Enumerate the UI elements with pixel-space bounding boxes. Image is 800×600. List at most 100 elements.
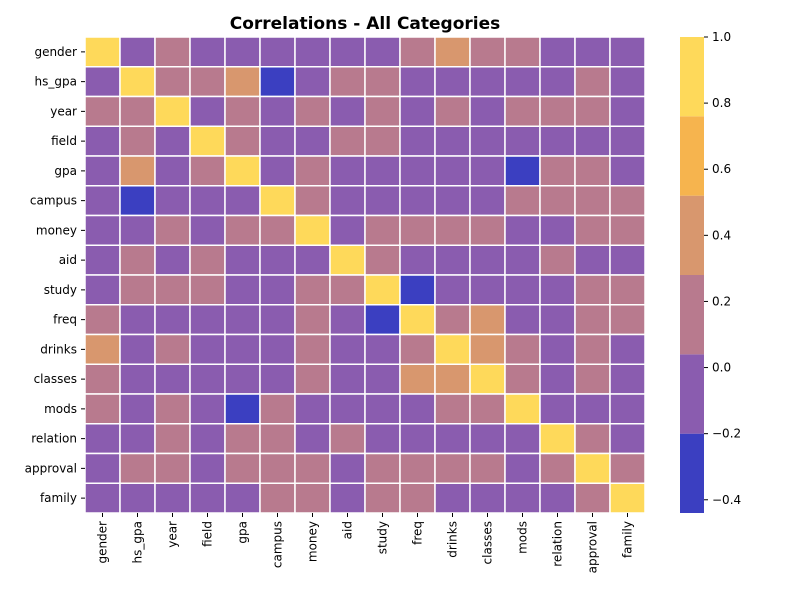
heatmap-cell-gpa-aid [329,155,366,187]
heatmap-cell-freq-year [154,304,191,336]
heatmap-cell-family-classes [469,482,506,514]
y-tick-label-family: family [40,491,77,505]
heatmap-cell-drinks-gender [84,333,121,365]
heatmap-cell-relation-gender [84,423,121,455]
heatmap-cell-hs_gpa-classes [469,66,506,98]
heatmap-cell-gpa-freq [399,155,436,187]
heatmap-cell-approval-relation [539,452,576,484]
heatmap-cell-field-classes [469,125,506,157]
heatmap-cell-gpa-gender [84,155,121,187]
heatmap-cell-field-approval [574,125,611,157]
heatmap-cell-campus-family [609,185,646,217]
heatmap-cell-gender-aid [329,36,366,68]
heatmap-cell-family-freq [399,482,436,514]
heatmap-cell-money-mods [504,214,541,246]
heatmap-cell-study-relation [539,274,576,306]
heatmap-cell-gpa-gpa [224,155,261,187]
colorbar-band-2 [680,275,704,355]
heatmap-cell-mods-year [154,393,191,425]
heatmap-cell-freq-mods [504,304,541,336]
heatmap-cell-campus-gender [84,185,121,217]
colorbar-band-1 [680,354,704,434]
y-tick-label-classes: classes [34,372,77,386]
heatmap-cell-gender-family [609,36,646,68]
heatmap-cell-aid-aid [329,244,366,276]
heatmap-cell-hs_gpa-campus [259,66,296,98]
heatmap-cell-campus-aid [329,185,366,217]
heatmap-cell-classes-campus [259,363,296,395]
heatmap-cell-year-field [189,95,226,127]
heatmap-cell-drinks-campus [259,333,296,365]
heatmap-cell-aid-classes [469,244,506,276]
heatmap-cell-classes-hs_gpa [119,363,156,395]
heatmap-cell-money-field [189,214,226,246]
heatmap-cell-family-approval [574,482,611,514]
heatmap-cell-study-freq [399,274,436,306]
heatmap-cell-relation-gpa [224,423,261,455]
heatmap-cell-gender-mods [504,36,541,68]
heatmap-cell-drinks-relation [539,333,576,365]
heatmap-cell-freq-campus [259,304,296,336]
heatmap-cell-field-mods [504,125,541,157]
heatmap-cell-campus-money [294,185,331,217]
heatmap-cell-gpa-approval [574,155,611,187]
heatmap-cell-year-mods [504,95,541,127]
heatmap-cell-study-hs_gpa [119,274,156,306]
heatmap-cell-study-mods [504,274,541,306]
heatmap-cell-classes-gpa [224,363,261,395]
heatmap-cell-aid-drinks [434,244,471,276]
heatmap-cell-field-hs_gpa [119,125,156,157]
y-tick-label-aid: aid [59,253,77,267]
heatmap-cell-hs_gpa-mods [504,66,541,98]
heatmap-cell-hs_gpa-gender [84,66,121,98]
heatmap-cell-aid-study [364,244,401,276]
heatmap-cell-mods-field [189,393,226,425]
heatmap-cell-relation-hs_gpa [119,423,156,455]
heatmap-cell-field-gpa [224,125,261,157]
heatmap-cell-classes-year [154,363,191,395]
x-tick-label-family: family [621,521,635,558]
heatmap-cell-approval-gender [84,452,121,484]
heatmap-cell-freq-field [189,304,226,336]
heatmap-cell-aid-field [189,244,226,276]
heatmap-cell-drinks-drinks [434,333,471,365]
heatmap-cell-gender-drinks [434,36,471,68]
x-tick-label-gender: gender [96,521,110,564]
heatmap-cell-family-family [609,482,646,514]
heatmap-cell-study-field [189,274,226,306]
x-tick-label-mods: mods [516,521,530,554]
heatmap-cell-family-aid [329,482,366,514]
heatmap-cell-relation-approval [574,423,611,455]
heatmap-cell-relation-study [364,423,401,455]
heatmap-cell-mods-freq [399,393,436,425]
heatmap-cell-classes-mods [504,363,541,395]
heatmap-cell-hs_gpa-study [364,66,401,98]
heatmap-cell-classes-classes [469,363,506,395]
colorbar-tick-labels: 1.0 0.8 0.6 0.4 0.2 0.0 −0.2 −0.4 [704,30,741,507]
heatmap-cell-gender-field [189,36,226,68]
heatmap-cell-gpa-family [609,155,646,187]
heatmap-cell-year-family [609,95,646,127]
heatmap-cell-study-drinks [434,274,471,306]
heatmap-cell-family-campus [259,482,296,514]
heatmap-cell-mods-hs_gpa [119,393,156,425]
heatmap-cell-field-study [364,125,401,157]
heatmap-cell-gender-money [294,36,331,68]
heatmap-cell-approval-drinks [434,452,471,484]
heatmap-cell-year-gpa [224,95,261,127]
x-tick-label-classes: classes [481,521,495,564]
heatmap-cell-freq-study [364,304,401,336]
heatmap-cell-study-approval [574,274,611,306]
x-tick-label-gpa: gpa [236,521,250,544]
y-tick-label-gpa: gpa [54,164,77,178]
heatmap-cell-approval-study [364,452,401,484]
heatmap-cell-hs_gpa-approval [574,66,611,98]
heatmap-cell-aid-gpa [224,244,261,276]
heatmap-cell-drinks-approval [574,333,611,365]
heatmap-cell-year-classes [469,95,506,127]
heatmap-cell-money-gender [84,214,121,246]
heatmap-cell-study-gpa [224,274,261,306]
heatmap-cell-gender-gender [84,36,121,68]
heatmap-cell-freq-money [294,304,331,336]
heatmap-cell-campus-mods [504,185,541,217]
